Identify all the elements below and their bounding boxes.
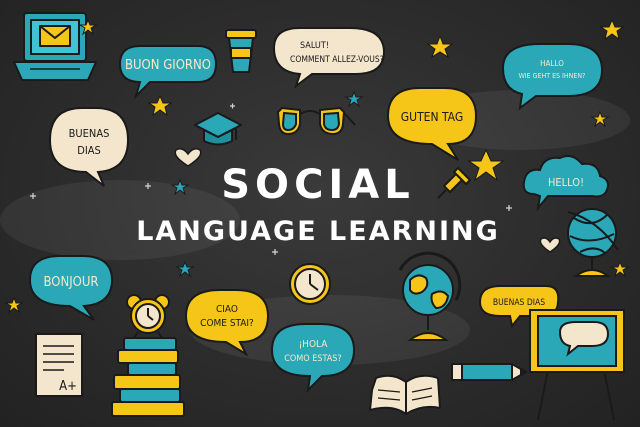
salut-line1: SALUT! — [300, 41, 329, 51]
title-line1: SOCIAL — [221, 162, 415, 208]
ciao-line2: COME STAI? — [200, 318, 254, 329]
hola-line1: ¡HOLA — [299, 339, 329, 350]
salut-line2: COMMENT ALLEZ-VOUS? — [290, 55, 384, 65]
book-stack-icon — [112, 338, 184, 416]
heart-icon-2 — [540, 238, 559, 252]
hallo-line1: HALLO — [540, 59, 564, 68]
bubble-buon-giorno: BUON GIORNO — [120, 46, 216, 96]
ciao-line1: CIAO — [216, 304, 238, 315]
bubble-salut: SALUT! COMMENT ALLEZ-VOUS? — [274, 28, 384, 86]
title-line2: LANGUAGE LEARNING — [136, 216, 500, 247]
pencil-icon — [452, 364, 526, 380]
guten-tag-text: GUTEN TAG — [401, 110, 463, 124]
graduation-cap-icon — [195, 113, 241, 145]
bubble-buenas-dias-left: BUENAS DIAS — [50, 108, 128, 186]
push-pin-icon — [438, 168, 470, 198]
hallo-line2: WIE GEHT ES IHNEN? — [519, 72, 586, 80]
heart-icon — [175, 149, 201, 166]
bubble-bonjour: BONJOUR — [30, 256, 112, 320]
glasses-icon — [278, 108, 355, 134]
buenas-dias-left-line2: DIAS — [77, 144, 101, 157]
open-book-icon — [370, 376, 440, 414]
alarm-clock-icon — [127, 295, 169, 338]
buenas-dias-left-line1: BUENAS — [69, 127, 110, 140]
laptop-email-icon — [14, 13, 96, 80]
hola-line2: COMO ESTAS? — [284, 354, 341, 364]
cloud-icon: HELLO! — [524, 156, 608, 208]
bubble-guten-tag: GUTEN TAG — [388, 88, 476, 160]
easel-board-icon — [530, 310, 624, 420]
wall-clock-icon — [290, 264, 330, 304]
grade-text: A+ — [59, 379, 77, 394]
buenas-dias-right-text: BUENAS DIAS — [493, 298, 545, 308]
bonjour-text: BONJOUR — [43, 275, 98, 290]
hello-text: HELLO! — [548, 176, 584, 189]
bubble-hola: ¡HOLA COMO ESTAS? — [272, 324, 354, 390]
graded-paper-icon: A+ — [36, 334, 82, 396]
coffee-cup-icon — [226, 30, 256, 72]
buon-giorno-text: BUON GIORNO — [125, 58, 211, 73]
globe-icon — [568, 209, 618, 276]
